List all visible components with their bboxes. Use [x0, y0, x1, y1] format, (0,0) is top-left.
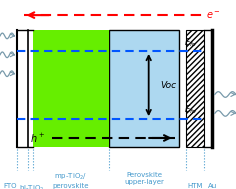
Text: mp-TiO$_2$/
perovskite: mp-TiO$_2$/ perovskite — [53, 172, 89, 189]
Text: HTM: HTM — [188, 183, 203, 189]
Text: $e^-$: $e^-$ — [206, 10, 221, 21]
Text: Voc: Voc — [160, 81, 177, 90]
Text: $E_{fp}$: $E_{fp}$ — [184, 104, 197, 117]
Text: Au: Au — [208, 183, 217, 189]
Bar — [109, 30, 179, 147]
Text: $h^+$: $h^+$ — [30, 131, 45, 145]
Text: Perovskite
upper-layer: Perovskite upper-layer — [124, 172, 164, 185]
Text: FTO: FTO — [4, 183, 17, 189]
Bar — [186, 30, 204, 147]
Text: $E_{fn}$: $E_{fn}$ — [184, 37, 197, 49]
Text: bl-TiO$_2$: bl-TiO$_2$ — [19, 183, 45, 189]
Bar — [33, 30, 109, 147]
